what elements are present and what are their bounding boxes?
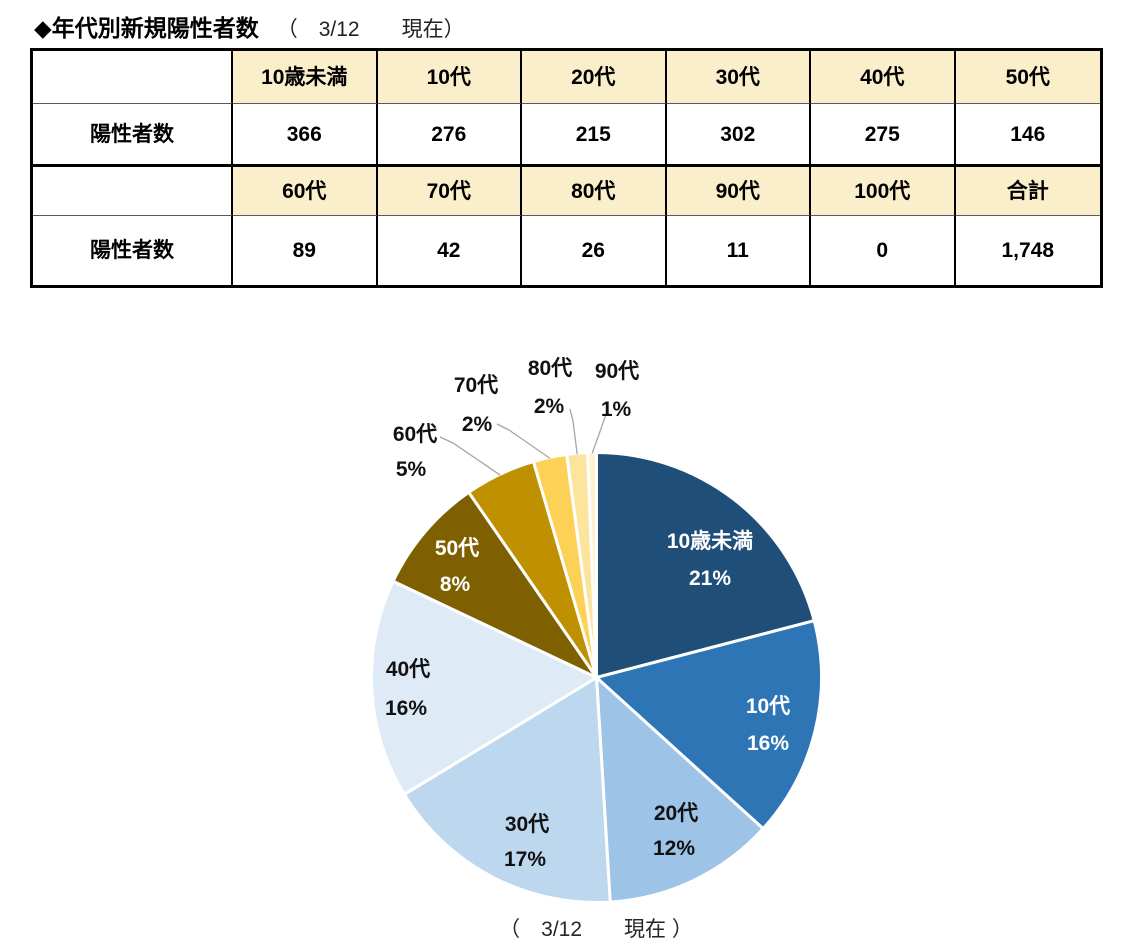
table-header-cell: 30代 [666, 51, 811, 104]
table-row-label: 陽性者数 [33, 104, 233, 167]
page-title-date: （ 3/12 現在） [276, 18, 465, 41]
table-value-cell: 11 [666, 216, 811, 285]
pie-slice-name-label: 60代 [393, 423, 437, 446]
table-header-cell: 70代 [377, 167, 522, 216]
table-header-cell: 20代 [522, 51, 667, 104]
page-title: ◆年代別新規陽性者数 （ 3/12 現在） [34, 9, 465, 43]
table-value-cell: 0 [811, 216, 956, 285]
pie-slice-name-label: 70代 [454, 374, 498, 397]
pie-slice-name-label: 10代 [746, 695, 790, 718]
pie-slice-percent-label: 17% [504, 848, 546, 871]
table-value-cell: 275 [811, 104, 956, 167]
pie-slice-5 [369, 579, 598, 796]
pie-slice-percent-label: 8% [440, 573, 471, 596]
pie-slice-name-label: 30代 [505, 813, 549, 836]
pie-slice-percent-label: 2% [462, 413, 493, 436]
table-value-cell: 215 [522, 104, 667, 167]
table-header-cell: 90代 [666, 167, 811, 216]
table-header-cell: 100代 [811, 167, 956, 216]
age-group-table: 10歳未満 10代 20代 30代 40代 50代 陽性者数 366 276 215 302 275 1… [30, 48, 1103, 288]
pie-leader-line [439, 436, 501, 476]
pie-slice-4 [402, 676, 612, 904]
pie-slice-percent-label: 12% [653, 837, 695, 860]
pie-slice-name-label: 10歳未満 [667, 530, 753, 553]
table-header-cell: 60代 [233, 167, 378, 216]
chart-caption: （ 3/12 現在 ） [499, 918, 693, 941]
pie-slice-percent-label: 21% [689, 567, 731, 590]
pie-slice-name-label: 80代 [528, 357, 572, 380]
pie-slice-name-label: 90代 [595, 360, 639, 383]
table-value-cell: 276 [377, 104, 522, 167]
table-header-cell: 50代 [955, 51, 1100, 104]
pie-leader-line [496, 423, 551, 459]
pie-leader-line [569, 408, 578, 455]
table-value-cell: 366 [233, 104, 378, 167]
table-value-cell: 89 [233, 216, 378, 285]
page-title-text: ◆年代別新規陽性者数 [34, 15, 259, 41]
table-value-cell: 302 [666, 104, 811, 167]
table-value-cell: 1,748 [955, 216, 1100, 285]
pie-slice-percent-label: 5% [396, 458, 427, 481]
pie-slice-2 [595, 619, 823, 831]
table-value-cell: 146 [955, 104, 1100, 167]
table-corner-cell [33, 167, 233, 216]
pie-slice-3 [595, 676, 765, 904]
table-header-cell: 80代 [522, 167, 667, 216]
pie-slice-6 [391, 490, 598, 679]
table-header-cell: 10代 [377, 51, 522, 104]
table-row-label: 陽性者数 [33, 216, 233, 285]
table-header-cell: 10歳未満 [233, 51, 378, 104]
pie-leader-line [591, 413, 607, 454]
table-header-cell: 40代 [811, 51, 956, 104]
pie-slice-percent-label: 16% [385, 697, 427, 720]
pie-slice-percent-label: 2% [534, 395, 565, 418]
table-value-cell: 26 [522, 216, 667, 285]
table-header-cell: 合計 [955, 167, 1100, 216]
pie-slice-name-label: 20代 [654, 802, 698, 825]
pie-slice-name-label: 40代 [386, 658, 430, 681]
pie-slice-percent-label: 16% [747, 732, 789, 755]
pie-slice-1 [595, 451, 816, 679]
table-value-cell: 42 [377, 216, 522, 285]
table-corner-cell [33, 51, 233, 104]
pie-slice-percent-label: 1% [601, 398, 632, 421]
pie-slice-name-label: 50代 [435, 537, 479, 560]
